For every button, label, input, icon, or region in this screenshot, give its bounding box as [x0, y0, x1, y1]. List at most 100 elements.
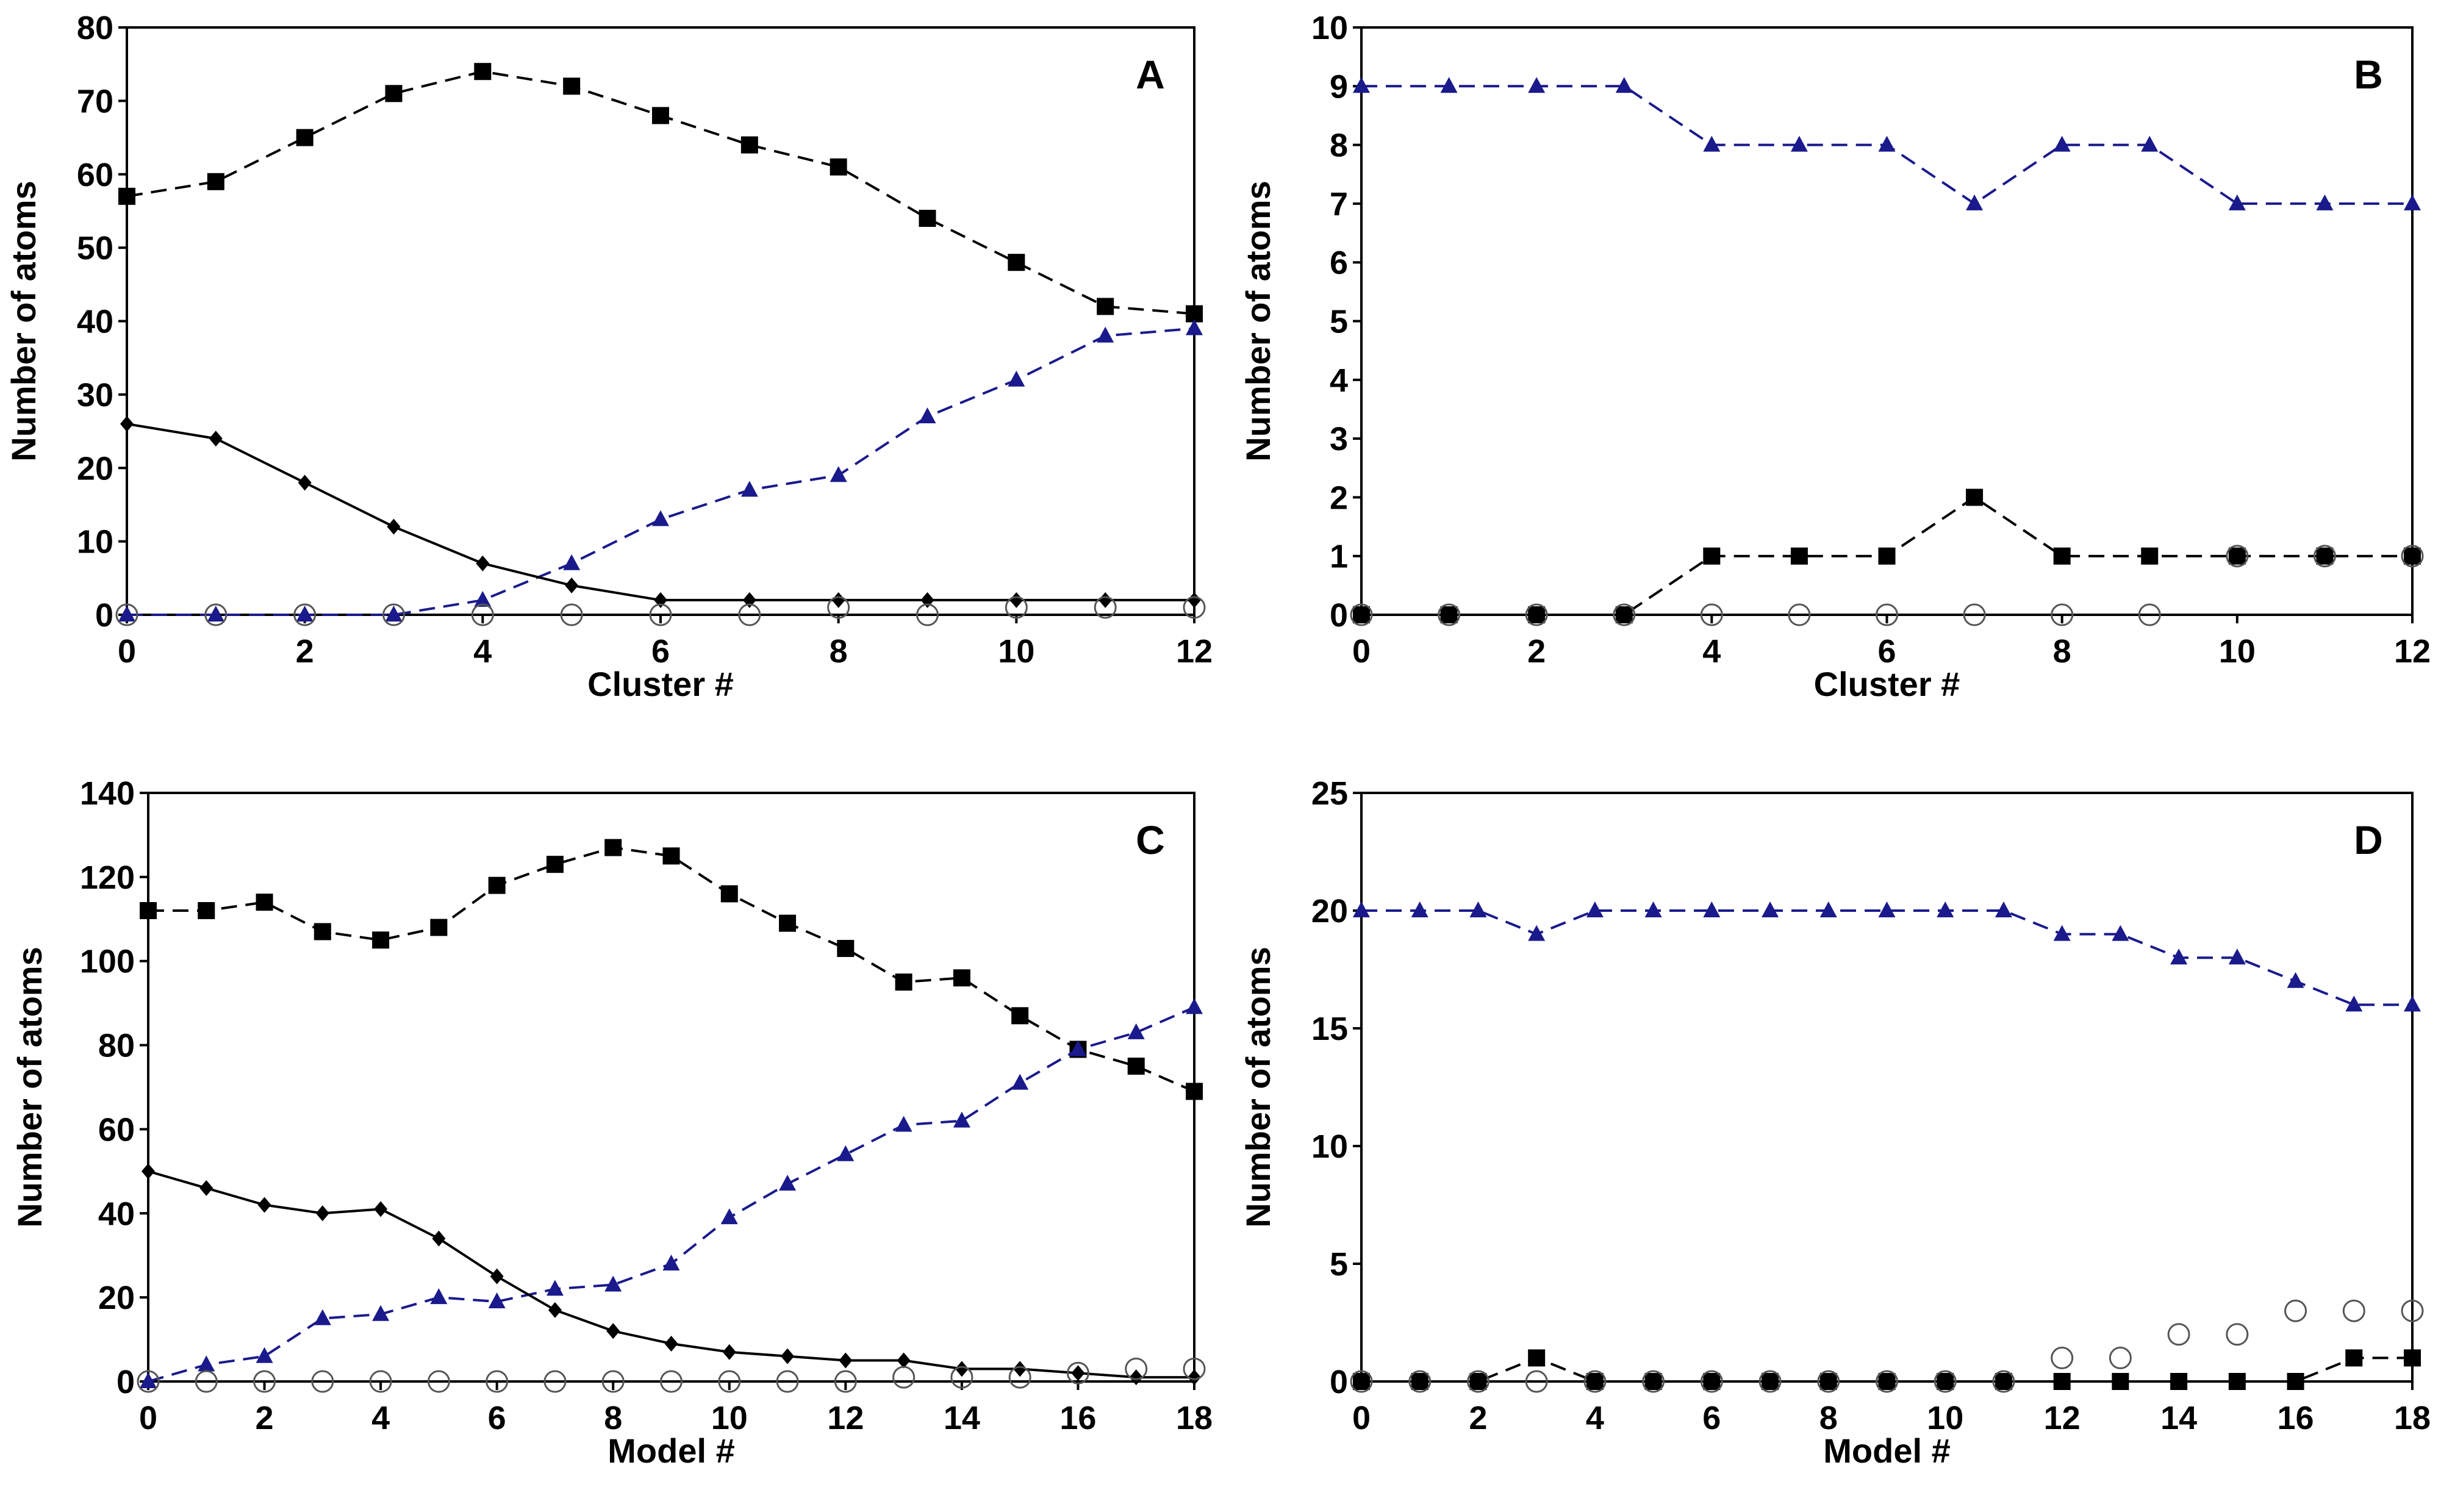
data-point — [387, 518, 401, 535]
x-axis-title: Cluster # — [1814, 665, 1960, 703]
data-point — [1097, 298, 1114, 315]
x-tick-label: 10 — [998, 633, 1034, 670]
series-line — [1361, 909, 2412, 1006]
plot-frame — [147, 792, 1195, 1383]
y-tick-label: 10 — [1311, 10, 1348, 46]
data-point — [1937, 901, 1954, 917]
data-point — [662, 847, 680, 865]
data-point — [1586, 901, 1604, 917]
x-axis-title: Model # — [1823, 1431, 1950, 1470]
data-point — [1644, 901, 1662, 917]
y-tick-label: 140 — [80, 775, 135, 812]
series-triangle — [1353, 901, 2421, 1012]
y-tick-label: 0 — [1330, 1364, 1348, 1400]
data-point — [1878, 901, 1896, 917]
data-point — [2053, 1373, 2071, 1390]
data-point — [660, 1370, 683, 1393]
data-point — [298, 475, 312, 491]
data-point — [2051, 1346, 2074, 1369]
panel-letter: D — [2354, 817, 2383, 862]
data-point — [209, 431, 223, 447]
data-point — [1408, 1370, 1432, 1393]
x-axis-title: Model # — [608, 1431, 734, 1470]
y-tick-label: 80 — [77, 10, 113, 46]
data-point — [895, 1116, 912, 1132]
data-point — [1186, 998, 1203, 1014]
data-point — [256, 1347, 273, 1363]
data-point — [293, 603, 317, 626]
data-point — [115, 603, 138, 626]
data-point — [740, 481, 758, 497]
data-point — [1188, 592, 1201, 608]
data-point — [1125, 1357, 1148, 1380]
data-point — [142, 1163, 155, 1180]
data-point — [253, 1370, 276, 1393]
data-point — [2313, 545, 2336, 568]
data-point — [372, 931, 390, 949]
data-point — [427, 1370, 450, 1393]
data-point — [195, 1370, 218, 1393]
x-tick-label: 16 — [2278, 1400, 2314, 1436]
series-square — [1353, 1349, 2421, 1390]
data-point — [1353, 77, 1370, 93]
x-tick-label: 12 — [2044, 1400, 2081, 1436]
data-point — [565, 577, 579, 593]
data-point — [1188, 1369, 1201, 1386]
series-circle — [1350, 1299, 2424, 1393]
data-point — [1878, 547, 1896, 565]
data-point — [718, 1370, 741, 1393]
data-point — [1469, 1373, 1487, 1390]
data-point — [430, 1288, 448, 1305]
x-tick-label: 10 — [711, 1400, 748, 1436]
series-square — [1353, 489, 2421, 623]
data-point — [1528, 606, 1546, 623]
data-point — [1411, 1373, 1428, 1390]
data-point — [740, 136, 758, 154]
x-tick-label: 6 — [1877, 633, 1896, 670]
data-point — [1992, 1370, 2015, 1393]
data-point — [1008, 1366, 1031, 1389]
x-tick-label: 0 — [139, 1400, 157, 1436]
panel-c: 0 20 40 60 80 100 120 140 0 2 4 6 8 10 12 14 16 18 Model #… — [10, 775, 1213, 1470]
data-point — [314, 923, 331, 941]
data-point — [548, 1302, 562, 1318]
data-point — [601, 1370, 625, 1393]
y-tick-label: 30 — [77, 377, 113, 414]
panel-letter: B — [2354, 52, 2383, 97]
data-point — [1966, 194, 1984, 210]
data-point — [953, 1111, 970, 1128]
data-point — [919, 407, 936, 423]
data-point — [1466, 1370, 1489, 1393]
data-point — [546, 1280, 564, 1296]
data-point — [207, 173, 224, 190]
x-tick-label: 16 — [1059, 1400, 1096, 1436]
x-tick-label: 4 — [371, 1400, 390, 1436]
x-tick-label: 6 — [1702, 1400, 1721, 1436]
x-tick-label: 2 — [1469, 1400, 1487, 1436]
data-point — [1703, 1373, 1721, 1390]
data-point — [1819, 1373, 1837, 1390]
data-point — [372, 1305, 390, 1321]
data-point — [830, 466, 847, 482]
data-point — [720, 885, 738, 903]
data-point — [1758, 1370, 1782, 1393]
y-tick-label: 10 — [1311, 1128, 1348, 1165]
data-point — [204, 603, 228, 626]
data-point — [1129, 1369, 1143, 1386]
data-point — [2141, 135, 2159, 152]
y-tick-label: 100 — [80, 944, 135, 980]
data-point — [2167, 1323, 2190, 1346]
data-point — [1586, 1373, 1604, 1390]
data-point — [1008, 254, 1025, 271]
data-point — [897, 1352, 911, 1369]
data-point — [311, 1370, 334, 1393]
series-square — [140, 839, 1203, 1100]
x-tick-label: 2 — [1527, 633, 1546, 670]
data-point — [1583, 1370, 1607, 1393]
data-point — [1350, 1370, 1373, 1393]
x-tick-label: 4 — [1702, 633, 1721, 670]
data-point — [2345, 995, 2363, 1012]
data-point — [1995, 1373, 2012, 1390]
data-point — [2141, 547, 2159, 565]
